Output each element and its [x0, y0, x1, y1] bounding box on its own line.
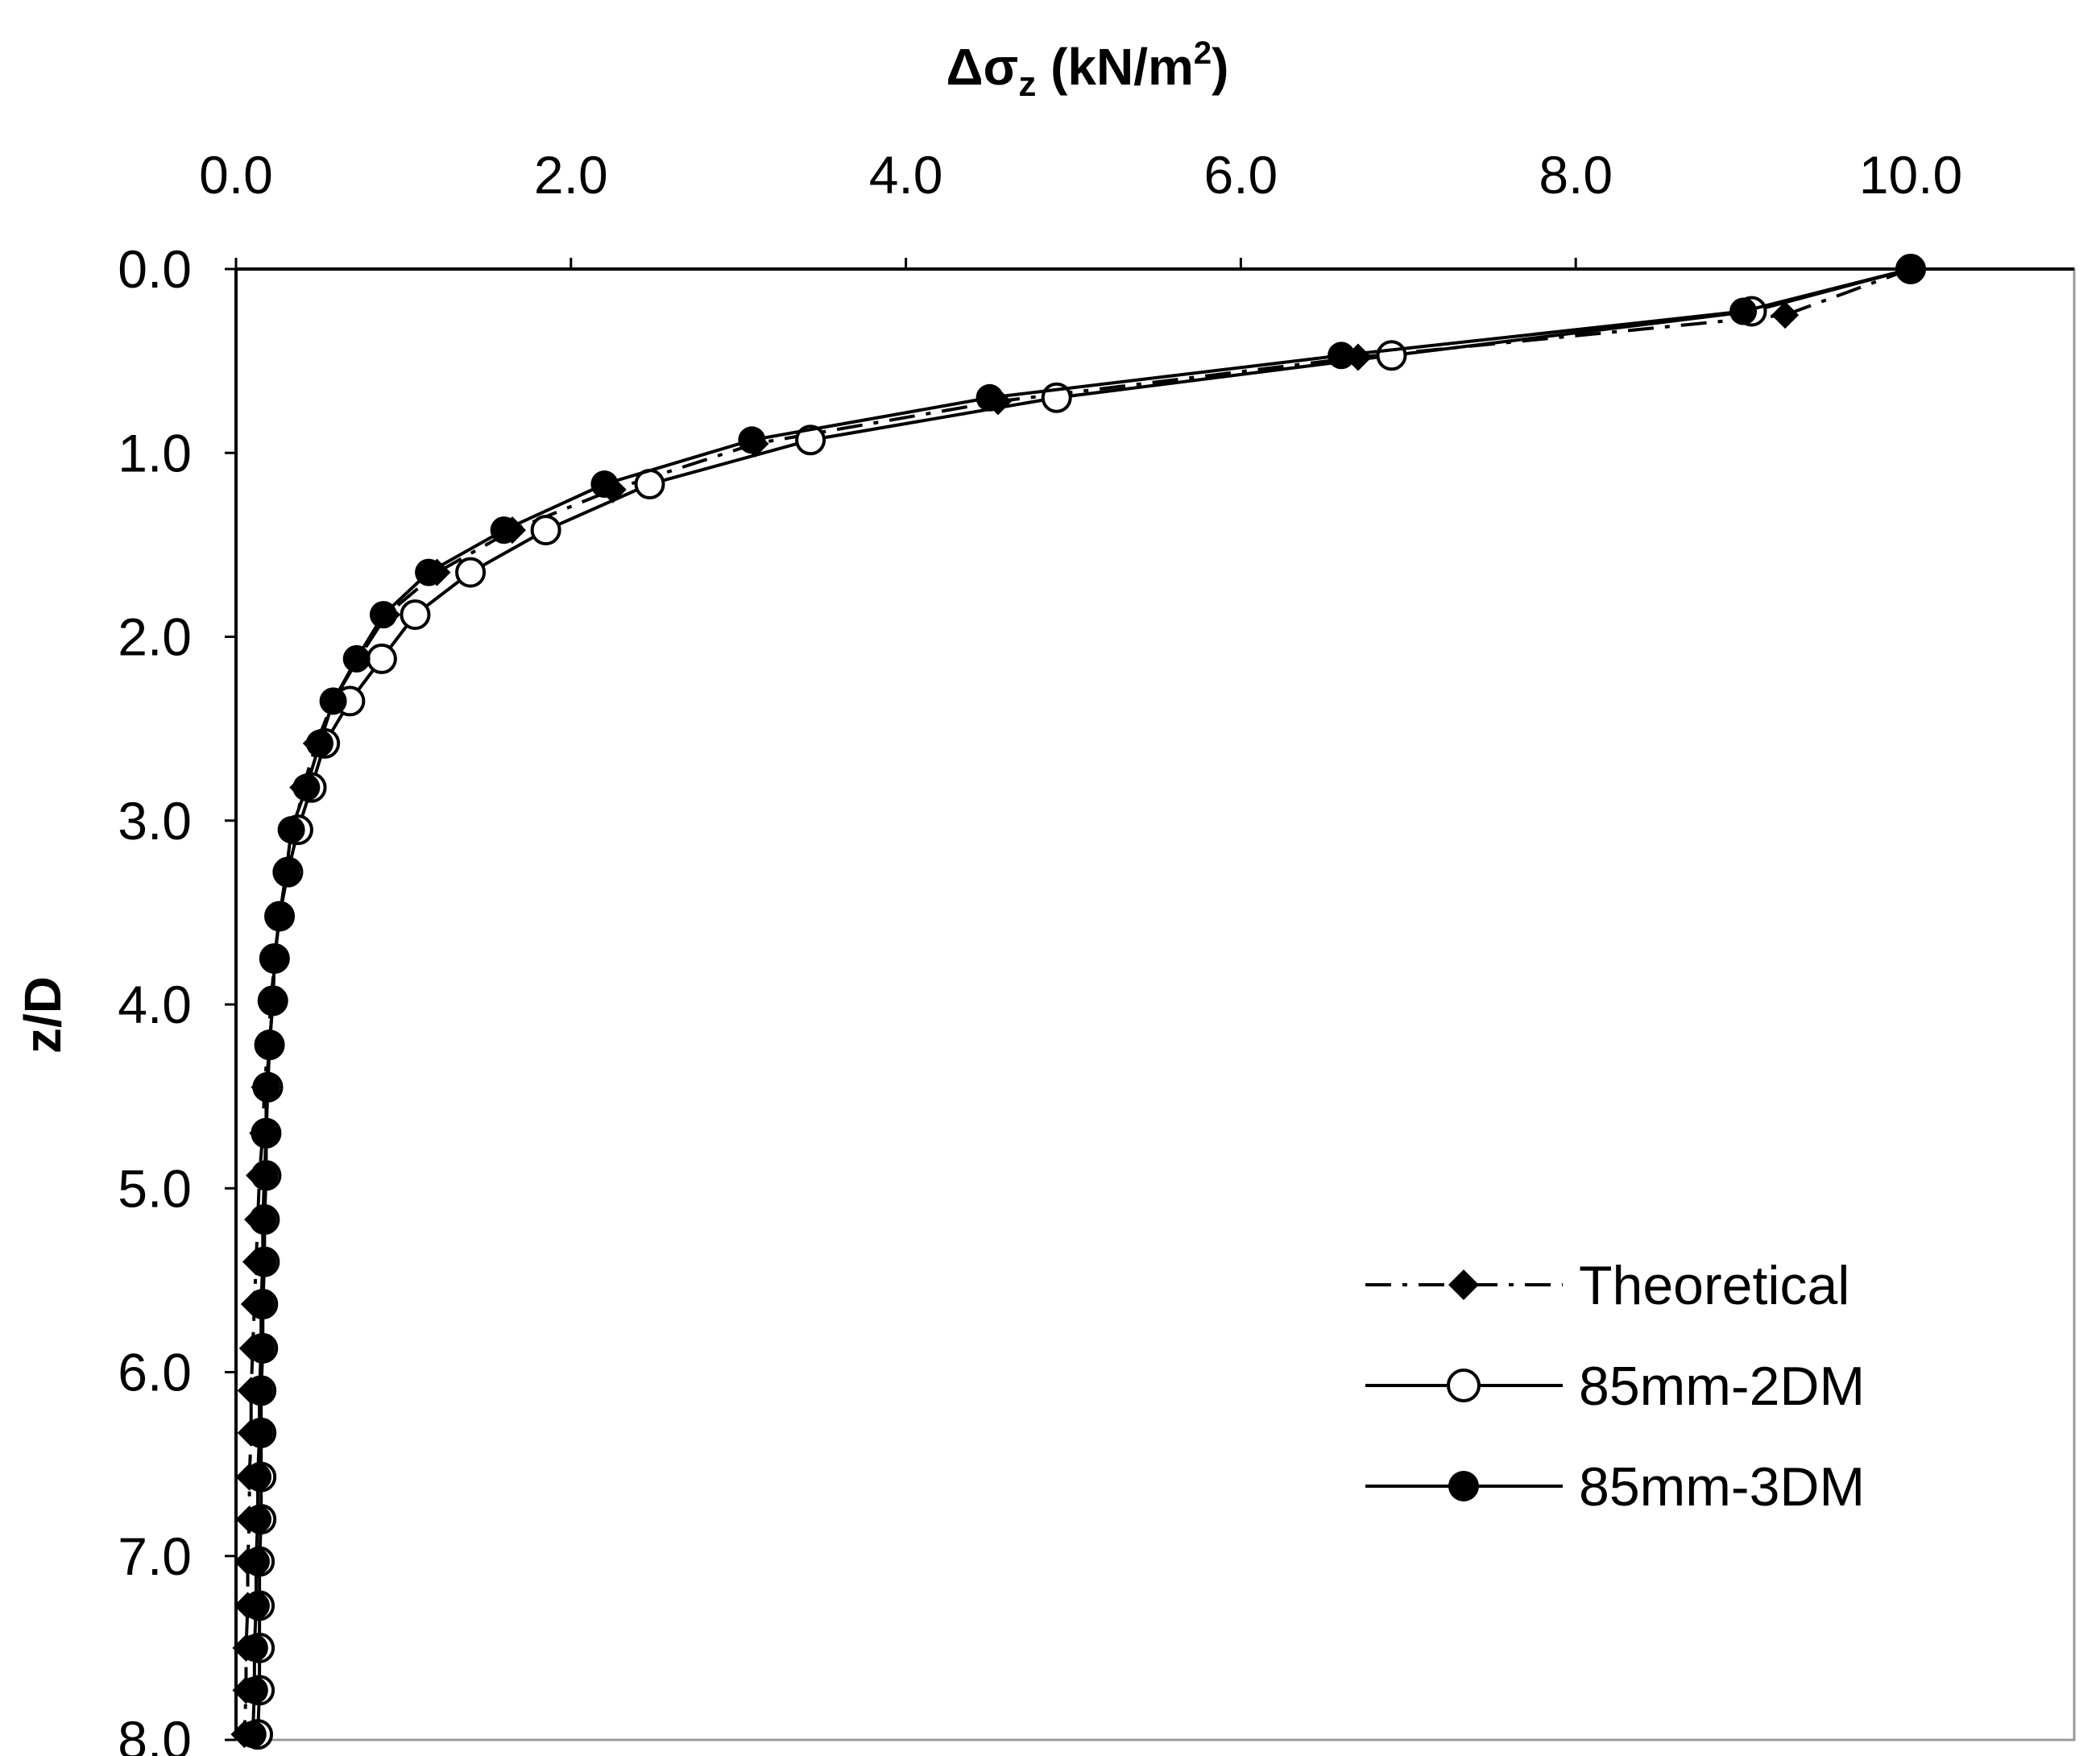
x-axis-title: Δσz (kN/m2) — [946, 35, 1229, 104]
series-0 — [230, 255, 1924, 1749]
legend-label: 85mm-2DM — [1579, 1356, 1865, 1417]
data-point — [260, 944, 288, 972]
legend-label: 85mm-3DM — [1579, 1456, 1865, 1518]
x-tick-label: 6.0 — [1204, 145, 1278, 205]
data-point — [1897, 255, 1924, 283]
data-point — [305, 729, 333, 757]
data-point — [1328, 342, 1356, 370]
data-point — [369, 601, 397, 629]
data-point — [795, 425, 826, 456]
x-title-unit-end: ) — [1212, 38, 1228, 96]
legend-marker — [1447, 1369, 1481, 1402]
data-point — [975, 383, 1004, 412]
data-point — [249, 1248, 277, 1276]
data-point — [244, 1505, 272, 1534]
y-axis-title: z/D — [14, 976, 72, 1054]
data-point — [455, 557, 487, 588]
y-tick-label: 7.0 — [118, 1526, 192, 1586]
legend: Theoretical 85mm-2DM 85mm-3DM — [1365, 1255, 1865, 1518]
data-point — [259, 987, 287, 1015]
x-tick-label: 8.0 — [1539, 145, 1613, 205]
y-tick-label: 2.0 — [118, 607, 192, 667]
data-point — [490, 516, 518, 545]
legend-label: Theoretical — [1579, 1255, 1849, 1316]
data-point — [246, 1418, 274, 1447]
series-2 — [238, 255, 1924, 1749]
data-point — [249, 1206, 277, 1234]
legend-marker — [1448, 1269, 1479, 1300]
data-point — [251, 1162, 279, 1190]
data-point — [242, 1547, 270, 1576]
x-title-subscript: z — [1018, 64, 1036, 104]
y-tick-label: 0.0 — [118, 239, 192, 299]
data-point — [1771, 301, 1800, 329]
data-point — [252, 1119, 280, 1147]
y-tick-label: 6.0 — [118, 1343, 192, 1402]
data-point — [1376, 340, 1407, 371]
y-tick-label: 3.0 — [118, 791, 192, 851]
y-tick-label: 5.0 — [118, 1158, 192, 1218]
legend-item: Theoretical — [1365, 1255, 1849, 1316]
y-tick-label: 4.0 — [118, 975, 192, 1034]
x-tick-label: 0.0 — [199, 145, 273, 205]
data-point — [240, 1676, 268, 1704]
legend-item: 85mm-3DM — [1365, 1456, 1865, 1518]
x-ticks: 0.0 2.0 4.0 6.0 8.0 10.0 — [199, 145, 1962, 269]
data-point — [244, 1463, 272, 1491]
x-tick-label: 10.0 — [1859, 145, 1962, 205]
y-tick-label: 1.0 — [118, 423, 192, 482]
data-point — [319, 687, 347, 715]
x-tick-label: 4.0 — [869, 145, 943, 205]
data-point — [342, 644, 371, 673]
data-point — [240, 1634, 268, 1662]
data-point — [292, 773, 321, 801]
data-point — [1729, 297, 1758, 325]
x-title-prefix: Δσ — [946, 38, 1019, 96]
data-point — [738, 426, 766, 454]
data-point — [247, 1290, 275, 1319]
data-point — [238, 1721, 267, 1749]
plot-frame — [234, 267, 2076, 1742]
data-point — [252, 1073, 280, 1101]
y-ticks: 0.0 1.0 2.0 3.0 4.0 5.0 6.0 7.0 8.0 — [118, 239, 236, 1756]
data-point — [400, 599, 431, 631]
y-tick-label: 8.0 — [118, 1710, 192, 1756]
series-layer — [230, 254, 1926, 1750]
data-point — [242, 1592, 270, 1620]
data-point — [246, 1377, 274, 1405]
data-point — [415, 558, 443, 586]
data-point — [590, 470, 619, 499]
data-point — [530, 515, 561, 546]
data-point — [255, 1031, 284, 1059]
data-point — [366, 643, 397, 674]
data-point — [247, 1334, 275, 1362]
data-point — [277, 816, 305, 844]
data-point — [272, 858, 300, 886]
x-title-unit-start: (kN/m — [1036, 38, 1194, 96]
data-point — [266, 902, 294, 930]
x-tick-label: 2.0 — [534, 145, 608, 205]
legend-marker — [1448, 1471, 1479, 1501]
series-1 — [242, 254, 1926, 1750]
legend-item: 85mm-2DM — [1365, 1356, 1865, 1417]
x-title-superscript: 2 — [1194, 35, 1212, 71]
